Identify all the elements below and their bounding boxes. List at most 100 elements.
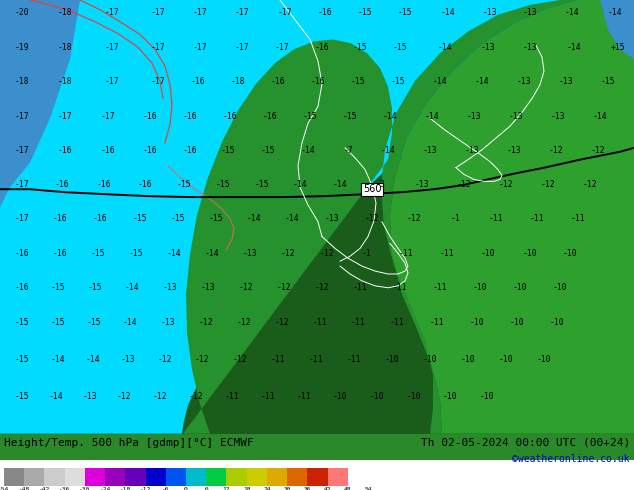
Bar (0, 434, 634, 460)
Text: -10: -10 (480, 392, 495, 401)
Text: -16: -16 (93, 214, 107, 223)
Polygon shape (0, 0, 590, 434)
Text: -3: -3 (375, 180, 385, 189)
Text: -13: -13 (160, 318, 176, 327)
Text: -15: -15 (255, 180, 269, 189)
Text: 24: 24 (263, 487, 271, 490)
Text: -12: -12 (233, 355, 247, 364)
Text: -13: -13 (481, 43, 495, 52)
Text: -10: -10 (473, 283, 488, 293)
Text: -17: -17 (101, 112, 115, 121)
Text: -42: -42 (39, 487, 50, 490)
Text: -24: -24 (100, 487, 111, 490)
Text: -11: -11 (224, 392, 239, 401)
Text: 42: 42 (324, 487, 332, 490)
Text: -13: -13 (482, 8, 497, 17)
Polygon shape (390, 0, 634, 434)
Text: -15: -15 (221, 147, 235, 155)
Text: -12: -12 (365, 214, 379, 223)
Text: -15: -15 (343, 112, 358, 121)
Text: -16: -16 (55, 180, 69, 189)
Text: -15: -15 (15, 355, 29, 364)
Text: -15: -15 (87, 283, 102, 293)
Text: -14: -14 (293, 180, 307, 189)
Text: -30: -30 (79, 487, 91, 490)
Text: -16: -16 (15, 249, 29, 258)
Text: -12: -12 (583, 180, 597, 189)
Text: -16: -16 (143, 147, 157, 155)
Text: -12: -12 (275, 318, 289, 327)
Text: -13: -13 (507, 147, 521, 155)
Text: -15: -15 (129, 249, 143, 258)
Text: -10: -10 (537, 355, 552, 364)
Text: -12: -12 (314, 283, 329, 293)
Text: -18: -18 (58, 77, 72, 86)
Text: -14: -14 (593, 112, 607, 121)
Text: -48: -48 (18, 487, 30, 490)
Bar (65, 468, 85, 486)
Text: ©weatheronline.co.uk: ©weatheronline.co.uk (512, 454, 630, 464)
Text: -14: -14 (432, 77, 448, 86)
Text: +15: +15 (611, 43, 625, 52)
Text: -10: -10 (333, 392, 347, 401)
Text: -12: -12 (456, 180, 471, 189)
Text: 12: 12 (223, 487, 230, 490)
Polygon shape (600, 0, 634, 59)
Text: -17: -17 (151, 77, 165, 86)
Text: -14: -14 (285, 214, 299, 223)
Text: -14: -14 (49, 392, 63, 401)
Text: -15: -15 (51, 283, 65, 293)
Text: -15: -15 (353, 43, 367, 52)
Text: -13: -13 (120, 355, 135, 364)
Text: -1: -1 (450, 214, 460, 223)
Text: -16: -16 (311, 77, 325, 86)
Text: 30: 30 (283, 487, 291, 490)
Text: -11: -11 (353, 283, 367, 293)
Bar (267, 468, 287, 486)
Text: -14: -14 (123, 318, 138, 327)
Text: -15: -15 (51, 318, 65, 327)
Text: -14: -14 (441, 8, 455, 17)
Text: -11: -11 (351, 318, 365, 327)
Text: -14: -14 (383, 112, 398, 121)
Text: 560: 560 (363, 184, 381, 194)
Text: -13: -13 (325, 214, 339, 223)
Text: -13: -13 (82, 392, 97, 401)
Text: -11: -11 (392, 283, 407, 293)
Text: -17: -17 (105, 77, 119, 86)
Bar (4, 468, 24, 486)
Bar (165, 468, 186, 486)
Text: -12: -12 (276, 283, 291, 293)
Text: -14: -14 (51, 355, 65, 364)
Text: 18: 18 (243, 487, 250, 490)
Text: -12: -12 (499, 180, 514, 189)
Text: -16: -16 (314, 43, 329, 52)
Text: -15: -15 (351, 77, 365, 86)
Text: -18: -18 (120, 487, 131, 490)
Text: -13: -13 (559, 77, 573, 86)
Text: -14: -14 (380, 147, 396, 155)
Text: -10: -10 (443, 392, 457, 401)
Text: -14: -14 (167, 249, 181, 258)
Text: -12: -12 (541, 180, 555, 189)
Text: -15: -15 (358, 8, 372, 17)
Text: -14: -14 (475, 77, 489, 86)
Text: -12: -12 (320, 249, 334, 258)
Text: -15: -15 (177, 180, 191, 189)
Text: -13: -13 (467, 112, 481, 121)
Text: -16: -16 (223, 112, 237, 121)
Text: -12: -12 (195, 355, 209, 364)
Text: -17: -17 (275, 43, 289, 52)
Text: -11: -11 (571, 214, 585, 223)
Text: -10: -10 (370, 392, 384, 401)
Text: -13: -13 (551, 112, 566, 121)
Text: -17: -17 (235, 8, 249, 17)
Text: -10: -10 (513, 283, 527, 293)
Text: -17: -17 (15, 112, 29, 121)
Text: -12: -12 (189, 392, 204, 401)
Text: -16: -16 (191, 77, 205, 86)
Text: 48: 48 (344, 487, 351, 490)
Text: -12: -12 (238, 283, 254, 293)
Text: -11: -11 (399, 249, 413, 258)
Text: -17: -17 (15, 214, 29, 223)
